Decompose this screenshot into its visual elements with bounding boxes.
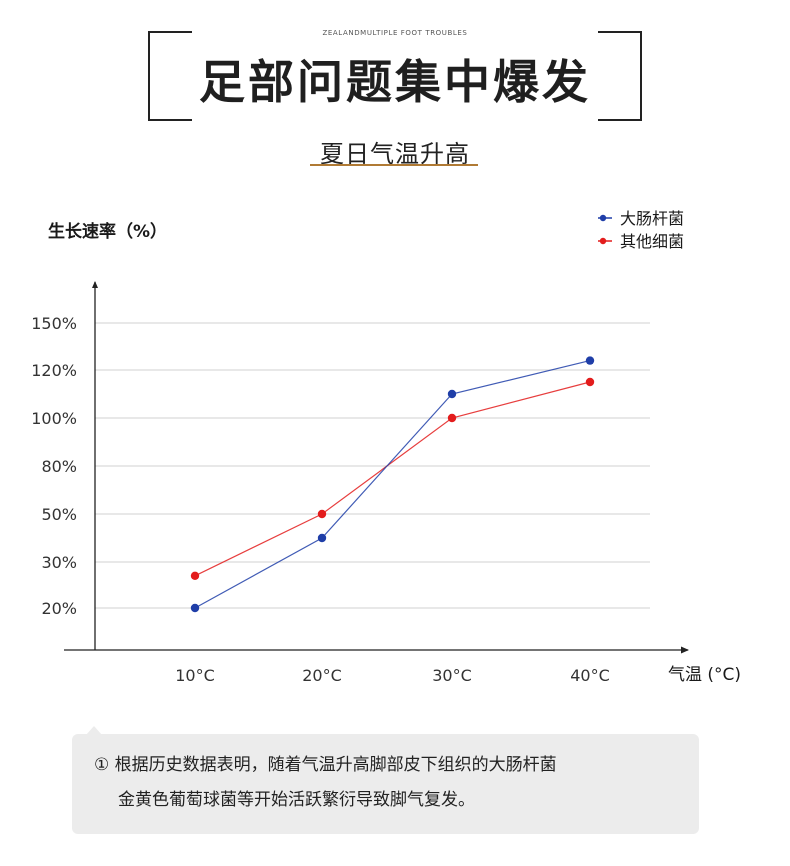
note-box: ① 根据历史数据表明，随着气温升高脚部皮下组织的大肠杆菌 金黄色葡萄球菌等开始活… — [72, 734, 699, 834]
x-axis-label: 气温 (°C) — [668, 665, 741, 685]
y-tick-label: 50% — [41, 505, 77, 524]
x-tick-label: 20°C — [302, 666, 342, 685]
data-point-1-3 — [585, 377, 595, 387]
y-tick-label: 30% — [41, 553, 77, 572]
x-tick-label: 30°C — [432, 666, 472, 685]
y-tick-label: 150% — [31, 314, 77, 333]
y-axis-arrow — [92, 281, 98, 288]
data-point-0-1 — [317, 533, 327, 543]
data-point-1-1 — [317, 509, 327, 519]
y-tick-label: 120% — [31, 361, 77, 380]
data-point-0-2 — [447, 389, 457, 399]
legend-marker-0 — [599, 214, 607, 222]
series-line-1 — [194, 381, 591, 577]
note-line-2: 金黄色葡萄球菌等开始活跃繁衍导致脚气复发。 — [118, 790, 475, 810]
legend-label-1: 其他细菌 — [620, 232, 684, 251]
header-overline: ZEALANDMULTIPLE FOOT TROUBLES — [322, 29, 468, 37]
y-axis-label: 生长速率（%） — [48, 221, 167, 242]
note-pointer — [86, 726, 102, 735]
data-point-0-0 — [190, 603, 200, 613]
y-tick-label: 100% — [31, 409, 77, 428]
data-point-0-3 — [585, 356, 595, 365]
legend-label-0: 大肠杆菌 — [620, 209, 684, 228]
x-tick-label: 10°C — [175, 666, 215, 685]
title-bracket-left — [148, 31, 192, 121]
x-tick-label: 40°C — [570, 666, 610, 685]
subtitle-underline — [310, 164, 478, 166]
title-bracket-right — [598, 31, 642, 121]
data-point-1-2 — [447, 413, 457, 423]
growth-rate-chart: 生长速率（%） 大肠杆菌其他细菌 20% 30% 50% 80% 100% 120% 150% 1… — [0, 190, 790, 710]
page-subtitle: 夏日气温升高 — [320, 140, 470, 168]
y-tick-label: 80% — [41, 457, 77, 476]
series-line-0 — [194, 360, 591, 609]
x-axis-arrow — [681, 646, 689, 654]
note-line-1: ① 根据历史数据表明，随着气温升高脚部皮下组织的大肠杆菌 — [94, 755, 557, 775]
page-title: 足部问题集中爆发 — [199, 55, 591, 109]
y-tick-label: 20% — [41, 599, 77, 618]
legend-marker-1 — [599, 237, 607, 245]
data-point-1-0 — [190, 571, 200, 580]
